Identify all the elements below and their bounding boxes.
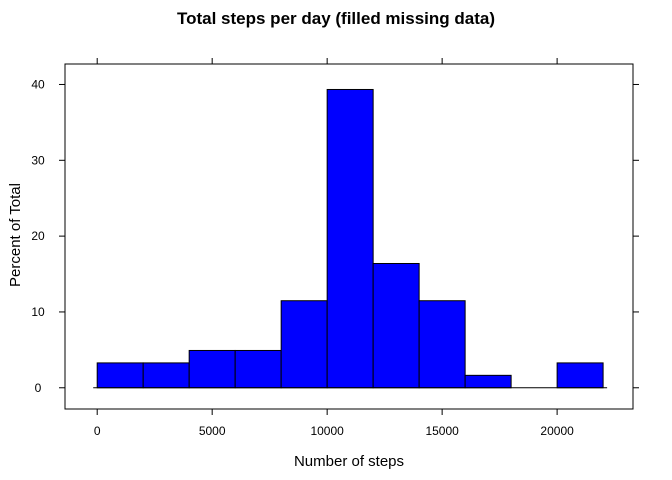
axis-tick-labels: 0 5000 10000 15000 20000 0 10 20 30 40 bbox=[31, 77, 574, 438]
histogram-bar bbox=[142, 362, 190, 389]
y-tick-label: 30 bbox=[31, 153, 45, 167]
x-tick-label: 10000 bbox=[310, 424, 344, 438]
y-tick-label: 40 bbox=[31, 77, 45, 91]
histogram-bar bbox=[188, 349, 236, 389]
axis-ticks bbox=[59, 58, 639, 415]
x-axis-label: Number of steps bbox=[294, 453, 404, 470]
bars-group bbox=[96, 88, 604, 389]
chart-title: Total steps per day (filled missing data… bbox=[177, 9, 495, 28]
histogram-bar bbox=[234, 349, 282, 389]
histogram-bar bbox=[96, 362, 144, 389]
histogram-bar bbox=[418, 300, 466, 389]
histogram-bar bbox=[372, 262, 420, 389]
y-tick-label: 10 bbox=[31, 305, 45, 319]
x-tick-label: 15000 bbox=[425, 424, 459, 438]
histogram-bar bbox=[326, 88, 374, 389]
histogram-bar bbox=[280, 300, 328, 389]
y-tick-label: 0 bbox=[35, 381, 42, 395]
histogram-bar bbox=[556, 362, 604, 389]
x-tick-label: 5000 bbox=[199, 424, 226, 438]
x-tick-label: 0 bbox=[94, 424, 101, 438]
y-axis-label: Percent of Total bbox=[7, 183, 24, 287]
y-tick-label: 20 bbox=[31, 229, 45, 243]
histogram-bar bbox=[464, 374, 512, 389]
x-tick-label: 20000 bbox=[540, 424, 574, 438]
